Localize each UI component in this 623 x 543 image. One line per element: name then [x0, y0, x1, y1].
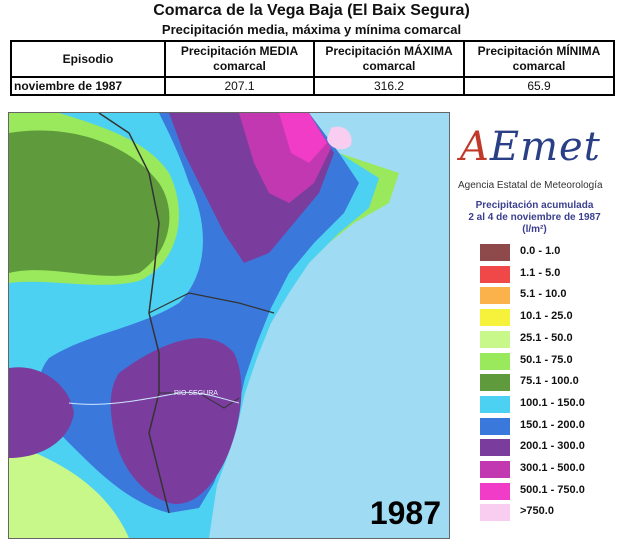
- legend-label: 500.1 - 750.0: [520, 483, 585, 496]
- table-header: Precipitación MÁXIMA comarcal: [313, 40, 465, 78]
- legend-label: 300.1 - 500.0: [520, 462, 585, 474]
- legend-swatch: [480, 352, 510, 370]
- legend-label: 200.1 - 300.0: [520, 440, 585, 453]
- legend-label: >750.0: [520, 505, 554, 518]
- legend-swatch: [480, 309, 510, 327]
- legend-swatch: [480, 461, 510, 478]
- legend-period: 2 al 4 de noviembre de 1987: [468, 212, 601, 223]
- legend-swatch: [480, 330, 510, 348]
- page-title: Comarca de la Vega Baja (El Baix Segura): [153, 2, 470, 19]
- river-label: RIO SEGURA: [174, 390, 218, 397]
- legend-label: 5.1 - 10.0: [520, 288, 567, 301]
- legend-swatch: [480, 287, 510, 305]
- legend-swatch: [480, 504, 510, 522]
- legend-label: 10.1 - 25.0: [520, 310, 573, 323]
- legend-item: 500.1 - 750.0: [480, 482, 615, 501]
- segura-river: [68, 392, 240, 405]
- legend-label: 25.1 - 50.0: [520, 331, 573, 344]
- legend-item: 10.1 - 25.0: [480, 309, 615, 327]
- table-header-row: Episodio Precipitación MEDIA comarcal Pr…: [10, 40, 615, 78]
- legend-title: Precipitación acumulada: [475, 200, 594, 211]
- table-row: noviembre de 1987 207.1 316.2 65.9: [10, 76, 615, 96]
- legend-label: 50.1 - 75.0: [520, 353, 573, 366]
- table-cell-episode: noviembre de 1987: [10, 76, 166, 96]
- legend-swatch: [480, 374, 510, 392]
- table-cell-min: 65.9: [463, 76, 615, 96]
- legend-swatch: [480, 482, 510, 500]
- table-header: Precipitación MÍNIMA comarcal: [463, 40, 615, 78]
- legend-swatch: [480, 439, 510, 457]
- zone-over-750: [327, 126, 352, 150]
- legend-item: 25.1 - 50.0: [480, 330, 615, 349]
- legend-label: 150.1 - 200.0: [520, 418, 585, 431]
- table-cell-max: 316.2: [313, 76, 465, 96]
- map-canvas: RIO SEGURA: [9, 112, 449, 538]
- legend-item: 50.1 - 75.0: [480, 352, 615, 371]
- zone-75-100: [9, 130, 170, 276]
- legend-swatch: [480, 395, 510, 413]
- page-subtitle: Precipitación media, máxima y mínima com…: [161, 22, 462, 37]
- legend-item: 1.1 - 5.0: [480, 265, 615, 284]
- legend-label: 75.1 - 100.0: [520, 375, 579, 388]
- zone-25-50: [9, 440, 129, 538]
- legend-item: 150.1 - 200.0: [480, 417, 615, 436]
- legend-swatch: [480, 417, 510, 435]
- year-label: 1987: [369, 495, 441, 531]
- legend-item: 100.1 - 150.0: [480, 395, 615, 414]
- legend-item: 0.0 - 1.0: [480, 244, 615, 262]
- legend-label: 1.1 - 5.0: [520, 266, 561, 279]
- legend-units: (l/m²): [522, 224, 547, 235]
- precipitation-map: RIO SEGURA 1987: [8, 112, 450, 539]
- region-border: [148, 292, 275, 314]
- legend-item: 5.1 - 10.0: [480, 287, 615, 305]
- zone-200-300-south: [110, 338, 242, 504]
- legend-swatch: [480, 244, 510, 261]
- legend-item: 300.1 - 500.0: [480, 461, 615, 479]
- legend-item: 75.1 - 100.0: [480, 374, 615, 392]
- summary-table: Episodio Precipitación MEDIA comarcal Pr…: [10, 40, 615, 96]
- legend-item: 200.1 - 300.0: [480, 439, 615, 457]
- zone-500-750: [279, 113, 327, 163]
- agency-name: Agencia Estatal de Meteorología: [458, 180, 603, 191]
- table-header: Precipitación MEDIA comarcal: [164, 40, 315, 78]
- legend-item: >750.0: [480, 504, 615, 522]
- aemet-logo: AEmet: [460, 124, 601, 170]
- legend-swatch: [480, 265, 510, 283]
- table-header: Episodio: [10, 40, 166, 78]
- table-cell-mean: 207.1: [164, 76, 315, 96]
- legend-panel: AEmet Agencia Estatal de Meteorología Pr…: [452, 112, 617, 537]
- legend-label: 100.1 - 150.0: [520, 396, 585, 409]
- legend-label: 0.0 - 1.0: [520, 245, 561, 257]
- zone-200-300-west: [9, 367, 74, 458]
